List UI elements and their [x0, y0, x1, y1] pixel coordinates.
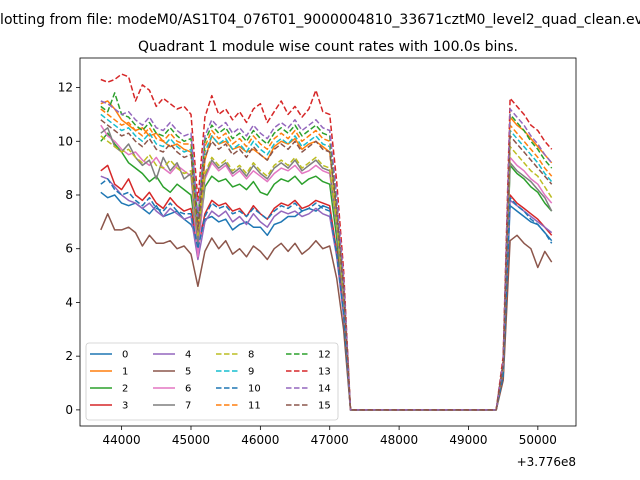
suptitle: Plotting from file: modeM0/AS1T04_076T01… — [0, 12, 640, 28]
legend-label-11: 11 — [248, 401, 261, 412]
y-tick-label: 8 — [65, 188, 73, 202]
legend-label-10: 10 — [248, 384, 261, 395]
series-line-8 — [100, 135, 553, 411]
y-tick-label: 12 — [58, 81, 73, 95]
y-tick-label: 10 — [58, 134, 73, 148]
legend-label-5: 5 — [185, 367, 191, 378]
plot-area — [79, 57, 577, 427]
axes-frame — [79, 57, 577, 427]
legend-label-7: 7 — [185, 401, 191, 412]
legend-box — [85, 342, 339, 421]
y-tick-label: 6 — [65, 242, 73, 256]
x-axis: 44000 45000 46000 47000 48000 49000 50000 — [103, 426, 557, 447]
legend-label-14: 14 — [318, 384, 331, 395]
legend-label-6: 6 — [185, 384, 191, 395]
legend-label-15: 15 — [318, 401, 331, 412]
legend-label-2: 2 — [122, 384, 128, 395]
x-tick-label: 45000 — [172, 433, 210, 447]
series-layer — [100, 73, 553, 411]
y-tick-label: 0 — [65, 403, 73, 417]
x-tick-label: 47000 — [311, 433, 349, 447]
x-tick-label: 49000 — [449, 433, 487, 447]
y-tick-label: 4 — [65, 295, 73, 309]
y-axis: 0 2 4 6 8 10 12 — [58, 81, 80, 417]
legend-label-13: 13 — [318, 367, 331, 378]
y-tick-label: 2 — [65, 349, 73, 363]
legend-label-3: 3 — [122, 401, 128, 412]
legend-label-12: 12 — [318, 350, 331, 361]
legend-label-8: 8 — [248, 350, 254, 361]
legend-label-0: 0 — [122, 350, 128, 361]
series-line-15 — [100, 119, 553, 411]
legend-label-4: 4 — [185, 350, 191, 361]
x-tick-label: 46000 — [241, 433, 279, 447]
x-offset-label: +3.776e8 — [517, 455, 576, 469]
chart-title: Quadrant 1 module wise count rates with … — [138, 39, 518, 55]
legend-label-9: 9 — [248, 367, 254, 378]
legend-label-1: 1 — [122, 367, 128, 378]
x-tick-label: 44000 — [103, 433, 141, 447]
x-tick-label: 50000 — [519, 433, 557, 447]
x-tick-label: 48000 — [380, 433, 418, 447]
